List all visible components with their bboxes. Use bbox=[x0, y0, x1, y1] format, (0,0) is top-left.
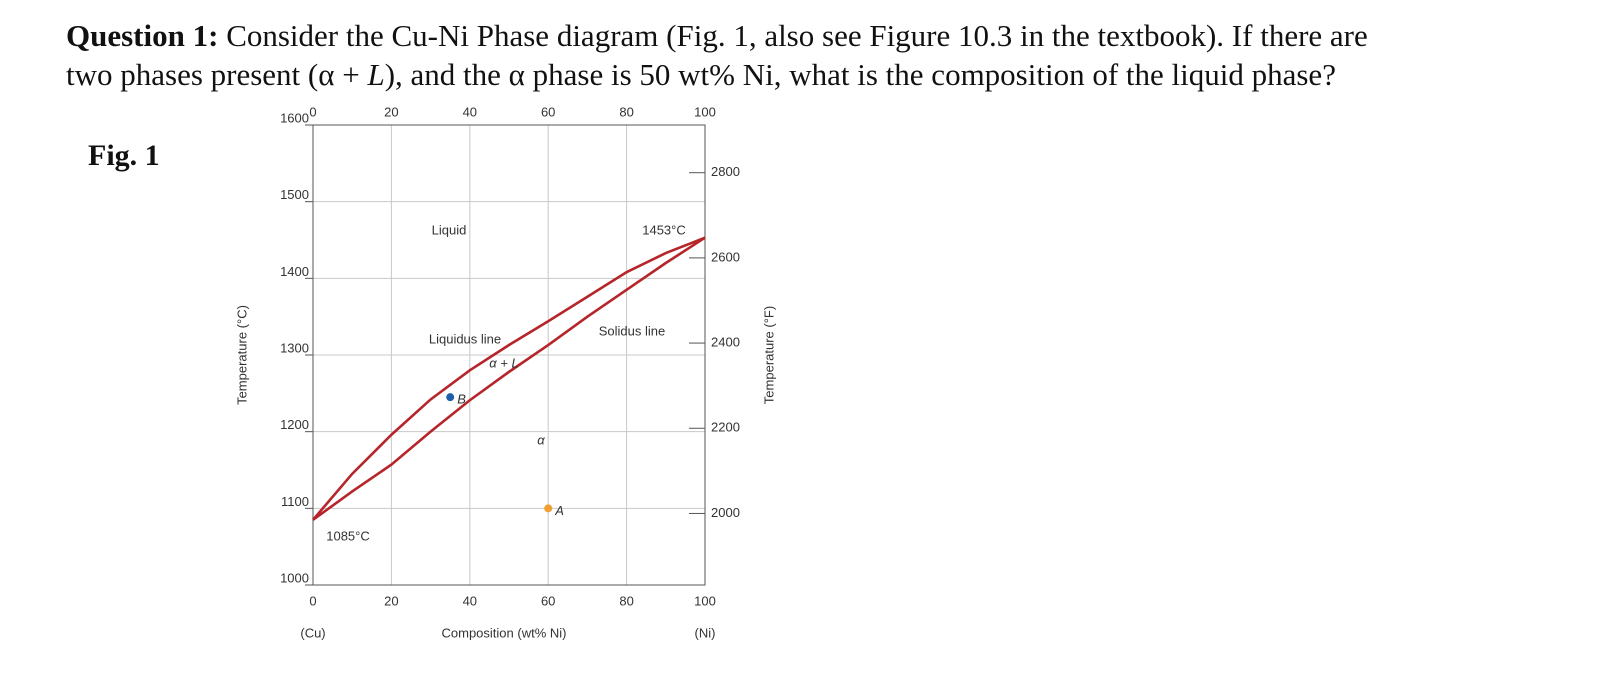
point bbox=[544, 504, 553, 513]
annotation: 1453°C bbox=[642, 222, 686, 237]
x-tick-label: 80 bbox=[619, 104, 633, 119]
y2-tick-label: 2800 bbox=[711, 164, 740, 179]
figure-label: Fig. 1 bbox=[88, 139, 160, 172]
plot-frame bbox=[312, 124, 706, 586]
point-label: B bbox=[457, 392, 466, 407]
line-label: Liquidus line bbox=[429, 331, 501, 346]
y-axis-title: Temperature (°C) bbox=[234, 305, 249, 405]
annotation: α bbox=[537, 432, 545, 447]
x-tick-label: 20 bbox=[384, 104, 398, 119]
question-text: Consider the Cu-Ni Phase diagram (Fig. 1… bbox=[226, 18, 1368, 53]
y-tick-label: 1100 bbox=[281, 494, 309, 509]
x-axis-title: Composition (wt% Ni) bbox=[442, 625, 567, 640]
x-tick-label: 20 bbox=[384, 593, 398, 608]
annotation: α + L bbox=[489, 355, 518, 370]
y-tick-label: 1000 bbox=[280, 570, 309, 585]
y2-tick-label: 2600 bbox=[711, 249, 740, 264]
y2-tick-label: 2200 bbox=[711, 420, 740, 435]
x-tick-label: 0 bbox=[309, 593, 316, 608]
question-text: two phases present (α + bbox=[66, 57, 368, 92]
phase-line bbox=[312, 236, 706, 521]
x-tick-label: 100 bbox=[694, 593, 716, 608]
question-line: two phases present (α + L), and the α ph… bbox=[66, 57, 1336, 93]
phase-line bbox=[312, 236, 706, 521]
x-tick-label: 80 bbox=[619, 593, 633, 608]
y2-tick-label: 2000 bbox=[711, 505, 740, 520]
y-tick-label: 1200 bbox=[280, 417, 309, 432]
x-tick-label: 0 bbox=[309, 104, 316, 119]
x-tick-label: 40 bbox=[463, 104, 477, 119]
point-label: A bbox=[554, 503, 564, 518]
question-text: ), and the α phase is 50 wt% Ni, what is… bbox=[384, 57, 1336, 92]
question-label: Question 1: bbox=[66, 18, 219, 53]
line-label: Solidus line bbox=[599, 323, 666, 338]
x-axis-end-label: (Ni) bbox=[695, 625, 716, 640]
y-tick-label: 1500 bbox=[280, 187, 309, 202]
point bbox=[446, 393, 455, 402]
x-tick-label: 40 bbox=[463, 593, 477, 608]
x-tick-label: 60 bbox=[541, 593, 555, 608]
question-text: L bbox=[367, 57, 385, 92]
annotation: Liquid bbox=[432, 222, 467, 237]
x-axis-end-label: (Cu) bbox=[300, 625, 325, 640]
question-line: Question 1: Consider the Cu-Ni Phase dia… bbox=[66, 18, 1368, 54]
y-tick-label: 1600 bbox=[280, 110, 309, 125]
y2-tick-label: 2400 bbox=[711, 335, 740, 350]
y-tick-label: 1400 bbox=[280, 264, 309, 279]
x-tick-label: 100 bbox=[694, 104, 716, 119]
x-tick-label: 60 bbox=[541, 104, 555, 119]
y2-axis-title: Temperature (°F) bbox=[761, 306, 776, 404]
annotation: 1085°C bbox=[326, 528, 370, 543]
y-tick-label: 1300 bbox=[280, 340, 309, 355]
